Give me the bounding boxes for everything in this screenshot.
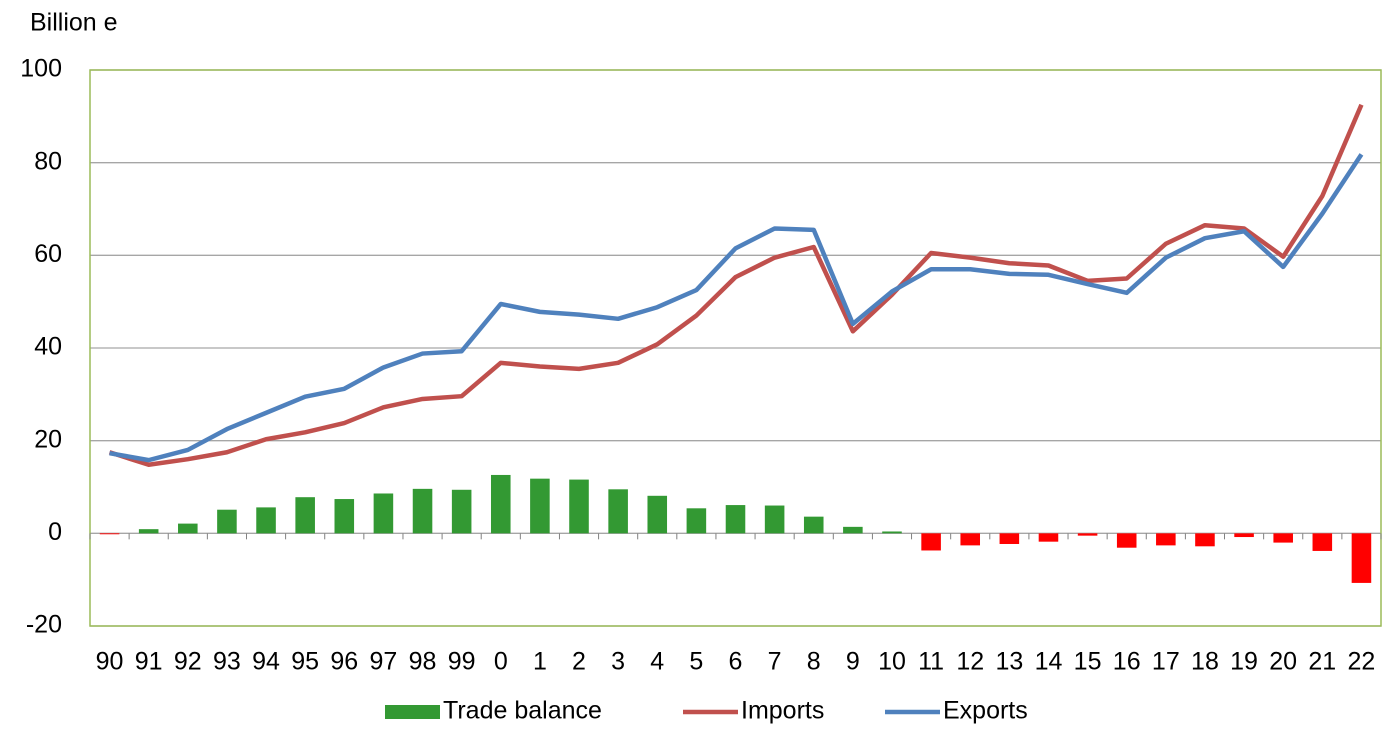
legend-label: Imports: [741, 697, 824, 725]
x-tick-label: 3: [611, 648, 625, 676]
bar: [686, 508, 707, 534]
bar: [1038, 533, 1059, 542]
bar: [217, 509, 237, 534]
bar: [451, 489, 472, 534]
bar: [334, 499, 355, 534]
bar: [1312, 533, 1333, 551]
bar: [764, 505, 785, 534]
x-tick-label: 99: [448, 648, 476, 676]
y-tick-label: 0: [48, 518, 62, 546]
y-tick-label: 40: [34, 333, 62, 361]
x-tick-label: 16: [1113, 648, 1141, 676]
bar: [569, 479, 589, 534]
bar: [138, 529, 159, 534]
x-tick-label: 0: [494, 648, 508, 676]
plot-border: [89, 69, 1382, 627]
bar: [608, 489, 628, 534]
legend-swatch: [385, 705, 440, 719]
bar: [1234, 533, 1254, 538]
x-tick-label: 21: [1308, 648, 1336, 676]
bar: [1116, 533, 1137, 548]
bar: [490, 474, 511, 534]
x-tick-label: 1: [533, 648, 547, 676]
bar: [999, 533, 1020, 544]
x-tick-label: 15: [1074, 648, 1102, 676]
bar: [960, 533, 981, 546]
bar: [412, 488, 433, 534]
x-tick-label: 90: [96, 648, 124, 676]
bar: [921, 533, 941, 551]
bar: [295, 497, 315, 534]
x-tick-label: 95: [291, 648, 319, 676]
legend-label: Trade balance: [443, 697, 602, 725]
x-tick-label: 20: [1269, 648, 1297, 676]
bar: [843, 526, 863, 534]
x-tick-label: 14: [1035, 648, 1063, 676]
y-tick-label: 80: [34, 147, 62, 175]
bar: [647, 495, 668, 534]
y-tick-label: 20: [34, 425, 62, 453]
line: [108, 103, 1364, 468]
legend-label: Exports: [943, 697, 1028, 725]
y-tick-label: 100: [20, 55, 62, 83]
y-tick-label: -20: [26, 611, 62, 639]
y-axis-label: Billion e: [30, 9, 118, 37]
x-tick-label: 92: [174, 648, 202, 676]
x-tick-label: 17: [1152, 648, 1180, 676]
x-tick-label: 6: [729, 648, 743, 676]
x-tick-label: 13: [995, 648, 1023, 676]
x-tick-label: 97: [370, 648, 398, 676]
bar: [725, 505, 746, 534]
x-tick-label: 5: [689, 648, 703, 676]
bar: [1273, 533, 1293, 543]
x-tick-label: 96: [330, 648, 358, 676]
x-tick-label: 12: [956, 648, 984, 676]
line: [109, 153, 1364, 463]
x-tick-label: 98: [409, 648, 437, 676]
bar: [99, 533, 120, 535]
x-tick-label: 94: [252, 648, 280, 676]
bar: [256, 507, 276, 534]
x-tick-label: 2: [572, 648, 586, 676]
x-tick-label: 4: [650, 648, 664, 676]
x-tick-label: 8: [807, 648, 821, 676]
x-tick-label: 22: [1348, 648, 1376, 676]
x-tick-label: 93: [213, 648, 241, 676]
bar: [373, 493, 394, 534]
x-tick-label: 91: [135, 648, 163, 676]
bar: [1156, 533, 1176, 546]
x-tick-label: 7: [768, 648, 782, 676]
x-tick-label: 18: [1191, 648, 1219, 676]
x-tick-label: 11: [918, 648, 944, 676]
bar: [1351, 533, 1372, 583]
x-tick-label: 10: [878, 648, 906, 676]
bar: [530, 478, 550, 534]
bar: [178, 523, 198, 534]
x-tick-label: 19: [1230, 648, 1258, 676]
x-tick-label: 9: [846, 648, 860, 676]
bar: [1077, 533, 1098, 536]
y-tick-label: 60: [34, 240, 62, 268]
bar: [1195, 533, 1215, 547]
bar: [882, 531, 902, 534]
bar: [803, 516, 824, 534]
